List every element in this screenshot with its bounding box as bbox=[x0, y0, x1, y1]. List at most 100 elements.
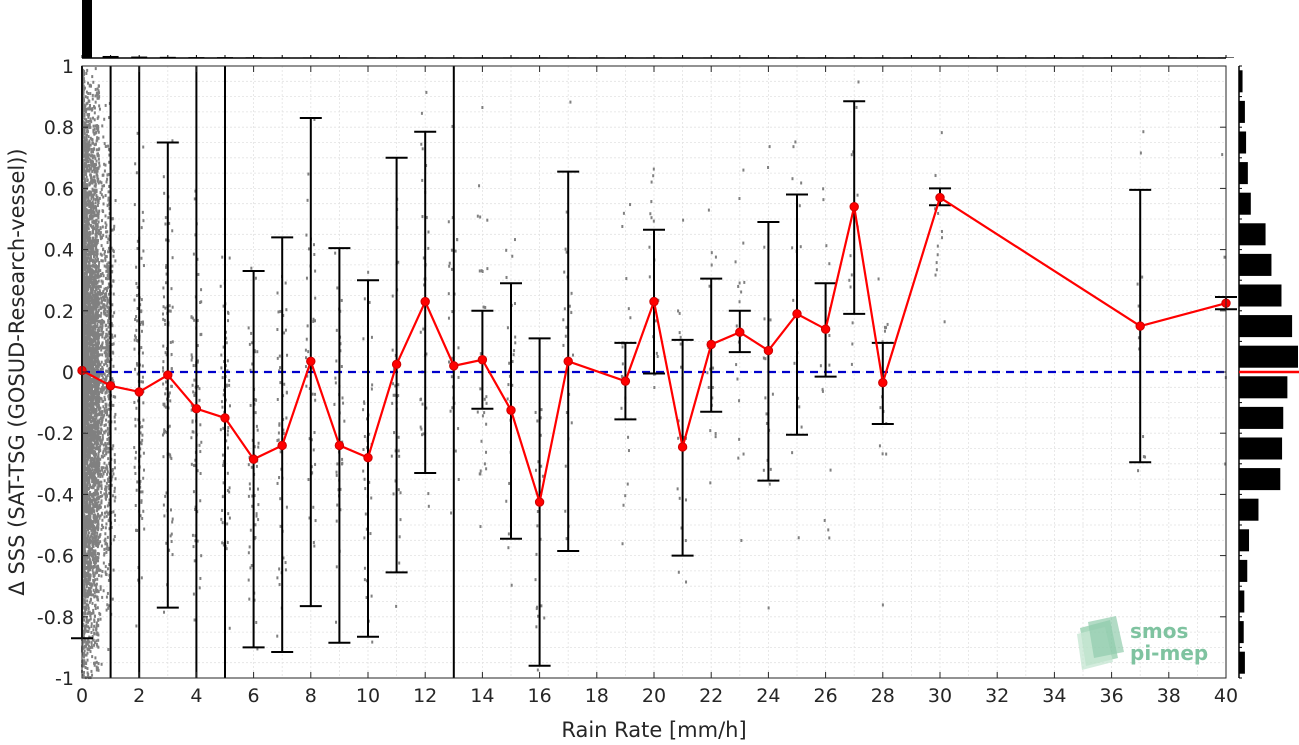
scatter-point bbox=[941, 236, 944, 240]
scatter-point bbox=[104, 496, 107, 500]
scatter-point bbox=[105, 485, 108, 489]
scatter-point bbox=[134, 367, 137, 371]
scatter-point bbox=[113, 466, 116, 470]
scatter-point bbox=[97, 474, 100, 478]
scatter-point bbox=[764, 357, 767, 361]
scatter-point bbox=[341, 396, 344, 400]
scatter-point bbox=[457, 477, 460, 481]
scatter-point bbox=[95, 308, 98, 312]
scatter-point bbox=[169, 309, 172, 313]
scatter-point bbox=[101, 391, 104, 395]
scatter-point bbox=[256, 647, 259, 651]
scatter-point bbox=[935, 268, 938, 272]
scatter-point bbox=[100, 466, 103, 470]
scatter-point bbox=[136, 372, 139, 376]
scatter-point bbox=[565, 325, 568, 329]
scatter-point bbox=[365, 527, 368, 531]
scatter-point bbox=[98, 196, 101, 200]
scatter-point bbox=[92, 544, 95, 548]
scatter-point bbox=[190, 403, 193, 407]
scatter-point bbox=[197, 385, 200, 389]
scatter-point bbox=[133, 338, 136, 342]
scatter-point bbox=[451, 310, 454, 314]
scatter-point bbox=[99, 435, 102, 439]
scatter-point bbox=[479, 352, 482, 356]
scatter-point bbox=[113, 453, 116, 457]
scatter-point bbox=[107, 446, 110, 450]
scatter-point bbox=[95, 457, 98, 461]
scatter-point bbox=[106, 466, 109, 470]
scatter-point bbox=[92, 608, 95, 612]
scatter-point bbox=[95, 424, 98, 428]
scatter-point bbox=[93, 105, 96, 109]
scatter-point bbox=[250, 266, 253, 270]
scatter-point bbox=[656, 355, 659, 359]
scatter-point bbox=[97, 453, 100, 457]
scatter-point bbox=[95, 586, 98, 590]
scatter-point bbox=[284, 328, 287, 332]
scatter-point bbox=[190, 353, 193, 357]
scatter-point bbox=[104, 221, 107, 225]
scatter-point bbox=[511, 254, 514, 258]
scatter-point bbox=[335, 565, 338, 569]
scatter-point bbox=[90, 291, 93, 295]
scatter-point bbox=[100, 333, 103, 337]
scatter-point bbox=[99, 469, 102, 473]
scatter-point bbox=[114, 477, 117, 481]
scatter-point bbox=[95, 379, 98, 383]
scatter-point bbox=[99, 472, 102, 476]
scatter-point bbox=[140, 576, 143, 580]
scatter-point bbox=[85, 653, 88, 657]
scatter-point bbox=[102, 248, 105, 252]
scatter-point bbox=[95, 188, 98, 192]
scatter-point bbox=[168, 548, 171, 552]
scatter-point bbox=[226, 369, 229, 373]
scatter-point bbox=[563, 270, 566, 274]
scatter-point bbox=[107, 282, 110, 286]
scatter-point bbox=[106, 342, 109, 346]
scatter-point bbox=[449, 409, 452, 413]
scatter-point bbox=[93, 330, 96, 334]
scatter-point bbox=[101, 411, 104, 415]
scatter-point bbox=[85, 147, 88, 151]
scatter-point bbox=[570, 421, 573, 425]
scatter-point bbox=[391, 348, 394, 352]
scatter-point bbox=[88, 581, 91, 585]
scatter-point bbox=[828, 334, 831, 338]
scatter-point bbox=[108, 371, 111, 375]
scatter-point bbox=[92, 124, 95, 128]
scatter-point bbox=[191, 419, 194, 423]
scatter-point bbox=[93, 618, 96, 622]
scatter-point bbox=[105, 418, 108, 422]
scatter-point bbox=[314, 519, 317, 523]
scatter-point bbox=[220, 366, 223, 370]
scatter-point bbox=[97, 263, 100, 267]
scatter-point bbox=[684, 539, 687, 543]
scatter-point bbox=[104, 163, 107, 167]
scatter-point bbox=[108, 316, 111, 320]
scatter-point bbox=[742, 168, 745, 172]
scatter-point bbox=[104, 532, 107, 536]
scatter-point bbox=[88, 480, 91, 484]
scatter-point bbox=[425, 406, 428, 410]
scatter-point bbox=[286, 353, 289, 357]
scatter-point bbox=[140, 298, 143, 302]
scatter-point bbox=[87, 317, 90, 321]
scatter-point bbox=[91, 169, 94, 173]
scatter-point bbox=[620, 374, 623, 378]
scatter-point bbox=[447, 292, 450, 296]
scatter-point bbox=[335, 473, 338, 477]
scatter-point bbox=[565, 250, 568, 254]
scatter-point bbox=[90, 211, 93, 215]
scatter-point bbox=[228, 490, 231, 494]
scatter-point bbox=[421, 147, 424, 151]
scatter-point bbox=[95, 139, 98, 143]
scatter-point bbox=[510, 583, 513, 587]
scatter-point bbox=[165, 353, 168, 357]
scatter-point bbox=[86, 432, 89, 436]
scatter-point bbox=[101, 332, 104, 336]
scatter-point bbox=[168, 391, 171, 395]
scatter-point bbox=[141, 320, 144, 324]
scatter-point bbox=[103, 169, 106, 173]
scatter-point bbox=[543, 616, 546, 620]
